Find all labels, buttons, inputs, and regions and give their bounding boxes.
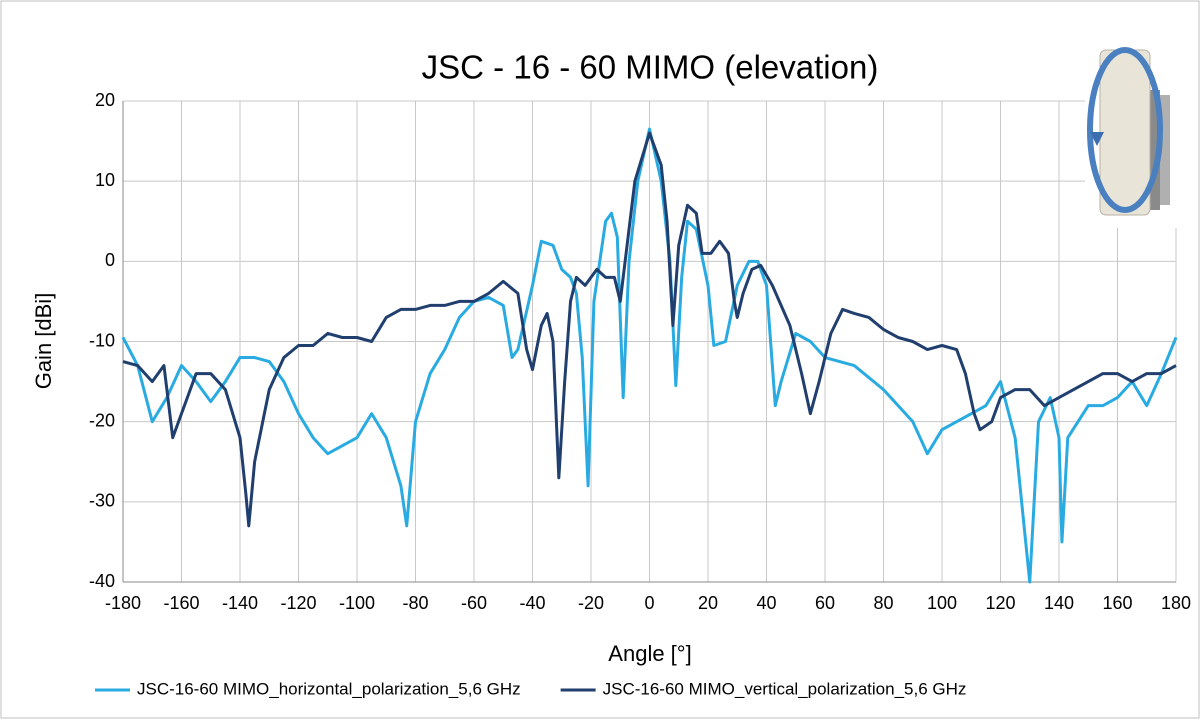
y-tick-label: 0 xyxy=(105,250,115,270)
x-tick-label: 20 xyxy=(698,593,718,613)
x-tick-label: -80 xyxy=(402,593,428,613)
x-tick-label: -20 xyxy=(578,593,604,613)
x-tick-label: -140 xyxy=(222,593,258,613)
y-tick-label: -40 xyxy=(89,571,115,591)
x-tick-label: -160 xyxy=(163,593,199,613)
x-tick-label: 80 xyxy=(873,593,893,613)
y-tick-label: 20 xyxy=(95,90,115,110)
x-tick-label: -60 xyxy=(461,593,487,613)
y-tick-label: -20 xyxy=(89,410,115,430)
x-tick-label: -120 xyxy=(280,593,316,613)
x-tick-label: 0 xyxy=(644,593,654,613)
y-tick-label: -30 xyxy=(89,491,115,511)
y-tick-label: -10 xyxy=(89,330,115,350)
x-tick-label: 180 xyxy=(1161,593,1191,613)
y-axis-label: Gain [dBi] xyxy=(31,293,56,390)
series-line xyxy=(122,131,1177,528)
x-axis-label: Angle [°] xyxy=(608,641,691,666)
x-tick-label: 40 xyxy=(756,593,776,613)
x-tick-label: 120 xyxy=(985,593,1015,613)
legend: JSC-16-60 MIMO_horizontal_polarization_5… xyxy=(95,679,966,698)
legend-label: JSC-16-60 MIMO_horizontal_polarization_5… xyxy=(137,679,521,698)
x-tick-label: 140 xyxy=(1044,593,1074,613)
x-tick-label: -40 xyxy=(519,593,545,613)
chart-title: JSC - 16 - 60 MIMO (elevation) xyxy=(422,49,879,86)
x-tick-label: 60 xyxy=(815,593,835,613)
x-tick-label: 100 xyxy=(927,593,957,613)
x-tick-label: 160 xyxy=(1102,593,1132,613)
legend-label: JSC-16-60 MIMO_vertical_polarization_5,6… xyxy=(603,679,967,698)
x-tick-label: -180 xyxy=(105,593,141,613)
x-tick-label: -100 xyxy=(339,593,375,613)
antenna-photo xyxy=(1085,28,1185,228)
series-line xyxy=(121,127,1178,584)
y-tick-label: 10 xyxy=(95,170,115,190)
